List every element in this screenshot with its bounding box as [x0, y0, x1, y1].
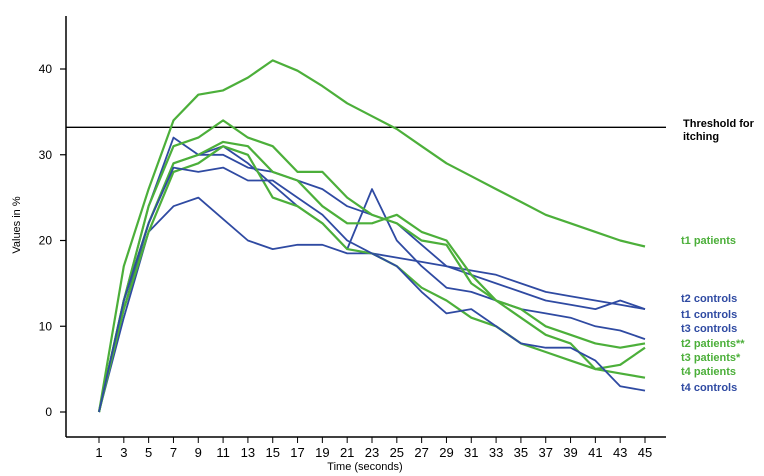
- x-tick-label: 27: [414, 445, 428, 460]
- axes: [65, 16, 666, 438]
- legend-label: t2 patients**: [681, 338, 745, 350]
- threshold-label-line1: Threshold for: [683, 118, 755, 130]
- x-tick-label: 29: [439, 445, 453, 460]
- x-tick-label: 1: [95, 445, 102, 460]
- x-tick-label: 23: [365, 445, 379, 460]
- x-tick-label: 43: [613, 445, 627, 460]
- x-tick-label: 41: [588, 445, 602, 460]
- series-lines: [97, 59, 646, 413]
- x-tick-label: 31: [464, 445, 478, 460]
- x-tick-label: 15: [265, 445, 279, 460]
- legend-label: t3 controls: [681, 323, 737, 335]
- x-axis-title: Time (seconds): [327, 461, 402, 473]
- y-ticks: 0 10 20 30 40: [39, 62, 66, 419]
- x-tick-label: 33: [489, 445, 503, 460]
- x-ticks: 1 3 5 7 9 11 13 15 17 19 21 23 25 27 29 31 33 35 37 39 41 43 4…: [95, 437, 652, 460]
- series-line-t3-patients: [97, 140, 646, 413]
- x-tick-label: 19: [315, 445, 329, 460]
- y-axis-title: Values in %: [11, 196, 23, 253]
- series-line-t1-patients: [97, 59, 646, 413]
- y-tick-label: 10: [39, 319, 53, 333]
- threshold-label-line2: itching: [683, 131, 719, 143]
- series-line-t4-patients: [97, 145, 646, 413]
- series-line-t4-controls: [98, 166, 646, 413]
- x-tick-label: 35: [514, 445, 528, 460]
- x-tick-label: 3: [120, 445, 127, 460]
- legend: t1 patients t2 controls t1 controls t3 cont…: [681, 235, 745, 394]
- x-tick-label: 17: [290, 445, 304, 460]
- x-tick-label: 13: [241, 445, 255, 460]
- legend-label: t2 controls: [681, 293, 737, 305]
- x-tick-label: 7: [170, 445, 177, 460]
- x-tick-label: 9: [195, 445, 202, 460]
- x-tick-label: 37: [538, 445, 552, 460]
- x-tick-label: 11: [216, 445, 230, 460]
- legend-label: t1 patients: [681, 235, 736, 247]
- legend-label: t3 patients*: [681, 352, 741, 364]
- y-tick-label: 20: [39, 234, 53, 248]
- x-tick-label: 25: [390, 445, 404, 460]
- y-tick-label: 40: [39, 62, 53, 76]
- x-tick-label: 45: [638, 445, 652, 460]
- series-line-t1-controls: [98, 153, 646, 413]
- x-tick-label: 5: [145, 445, 152, 460]
- x-tick-label: 39: [563, 445, 577, 460]
- y-tick-label: 0: [45, 405, 52, 419]
- legend-label: t1 controls: [681, 309, 737, 321]
- y-tick-label: 30: [39, 148, 53, 162]
- legend-label: t4 patients: [681, 366, 736, 378]
- x-tick-label: 21: [340, 445, 354, 460]
- legend-label: t4 controls: [681, 382, 737, 394]
- threshold: Threshold for itching: [66, 118, 755, 143]
- series-line-t3-controls: [98, 136, 646, 413]
- series-line-t2-controls: [98, 196, 646, 413]
- series-line-t2-patients: [97, 119, 646, 413]
